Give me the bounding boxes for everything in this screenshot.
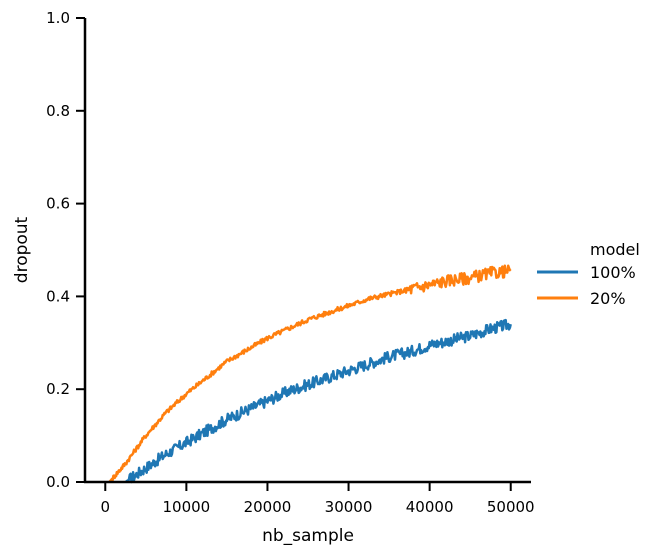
- y-axis-label: dropout: [12, 216, 32, 283]
- legend-label: 100%: [590, 263, 636, 282]
- series-line-orange: [108, 264, 512, 483]
- x-tick-label: 10000: [163, 498, 211, 516]
- legend-title: model: [590, 240, 640, 259]
- x-tick-label: 20000: [244, 498, 292, 516]
- x-tick-label: 50000: [487, 498, 535, 516]
- y-tick-label: 0.0: [46, 473, 70, 491]
- series-layer: [108, 264, 512, 484]
- y-tick-label: 0.6: [46, 195, 70, 213]
- x-tick-label: 0: [100, 498, 110, 516]
- y-tick-label: 0.2: [46, 380, 70, 398]
- y-tick-label: 0.4: [46, 287, 70, 305]
- axes-layer: 0.0 0.2 0.4 0.6 0.8 1.0 0 10000 20000 30000 40000 5…: [46, 9, 534, 516]
- legend-label: 20%: [590, 289, 626, 308]
- legend: model 100% 20%: [537, 240, 640, 308]
- series-line-blue: [124, 318, 512, 484]
- x-tick-label: 40000: [406, 498, 454, 516]
- x-axis-label: nb_sample: [262, 526, 354, 546]
- y-tick-label: 0.8: [46, 102, 70, 120]
- x-tick-label: 30000: [325, 498, 373, 516]
- y-tick-label: 1.0: [46, 9, 70, 27]
